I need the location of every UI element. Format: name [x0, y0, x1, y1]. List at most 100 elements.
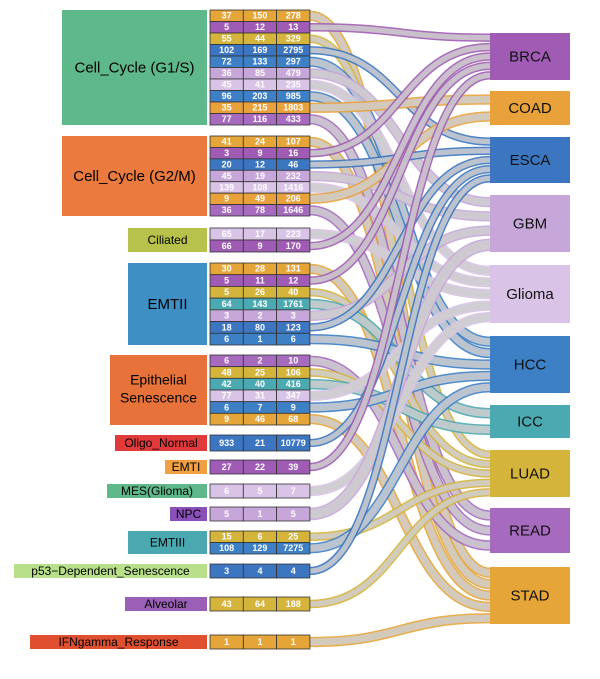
- cell-value: 139: [219, 182, 234, 192]
- cell-value: 170: [286, 241, 301, 251]
- cell-value: 15: [222, 532, 232, 542]
- cell-value: 31: [255, 391, 265, 401]
- cell-value: 7: [257, 402, 262, 412]
- cell-value: 21: [255, 438, 265, 448]
- group-label: p53−Dependent_Senescence: [31, 564, 190, 578]
- cell-value: 479: [286, 68, 301, 78]
- cell-value: 26: [255, 287, 265, 297]
- cell-value: 102: [219, 45, 234, 55]
- cell-value: 5: [224, 509, 229, 519]
- cell-value: 123: [286, 322, 301, 332]
- flow: [309, 63, 491, 284]
- cell: [276, 634, 311, 650]
- cell-value: 24: [255, 137, 265, 147]
- cell: [276, 113, 311, 126]
- flow: [309, 357, 491, 550]
- target-box: [490, 195, 570, 252]
- group-label: EMTI: [172, 460, 201, 474]
- cell-value: 150: [252, 11, 267, 21]
- cell-value: 5: [224, 22, 229, 32]
- target-label: READ: [509, 522, 551, 539]
- flow: [309, 614, 491, 646]
- cell: [276, 542, 311, 555]
- flow: [309, 172, 491, 221]
- cell-value: 80: [255, 322, 265, 332]
- cell-value: 6: [224, 402, 229, 412]
- cell-value: 7275: [283, 543, 303, 553]
- target-label: STAD: [511, 587, 550, 604]
- cell-value: 45: [222, 171, 232, 181]
- cell-value: 40: [255, 379, 265, 389]
- cell: [276, 332, 311, 346]
- cell-value: 72: [222, 57, 232, 67]
- cell-value: 85: [255, 68, 265, 78]
- cell-value: 1: [257, 334, 262, 344]
- cell-value: 55: [222, 34, 232, 44]
- cell-value: 3: [224, 566, 229, 576]
- flow: [309, 313, 491, 495]
- cell-value: 77: [222, 114, 232, 124]
- cell-value: 131: [286, 264, 301, 274]
- cell-value: 2795: [283, 45, 303, 55]
- group-box: [128, 228, 207, 252]
- cell-value: 68: [288, 414, 298, 424]
- cell: [276, 596, 311, 612]
- cell-value: 37: [222, 11, 232, 21]
- group-box: [128, 263, 207, 345]
- target-label: LUAD: [510, 465, 550, 482]
- target-box: [490, 336, 570, 393]
- target-box: [490, 508, 570, 553]
- cell-value: 49: [255, 194, 265, 204]
- cell-value: 45: [222, 80, 232, 90]
- group-label: Senescence: [120, 390, 197, 406]
- cell-value: 235: [286, 80, 301, 90]
- flow: [309, 72, 491, 470]
- cell-value: 77: [222, 391, 232, 401]
- cell-value: 36: [222, 205, 232, 215]
- cell-value: 7: [291, 486, 296, 496]
- cell-value: 329: [286, 34, 301, 44]
- cell-value: 6: [224, 356, 229, 366]
- cell-value: 3: [291, 311, 296, 321]
- cell-value: 1: [291, 637, 296, 647]
- cell-value: 133: [252, 57, 267, 67]
- cell-value: 933: [219, 438, 234, 448]
- cell-value: 36: [222, 68, 232, 78]
- group-box: [14, 564, 207, 578]
- cell-value: 2: [257, 356, 262, 366]
- cell-value: 18: [222, 322, 232, 332]
- cell-value: 12: [288, 275, 298, 285]
- cell-value: 9: [257, 148, 262, 158]
- cell-value: 42: [222, 379, 232, 389]
- group-box: [30, 635, 207, 649]
- cell-value: 297: [286, 57, 301, 67]
- group-label: Alveolar: [144, 597, 187, 611]
- flow: [309, 265, 491, 600]
- flow: [309, 53, 491, 249]
- cell-value: 223: [286, 229, 301, 239]
- cell-value: 143: [252, 299, 267, 309]
- cell-value: 1761: [283, 299, 303, 309]
- target-label: GBM: [513, 215, 547, 232]
- cell-value: 41: [255, 80, 265, 90]
- cell-value: 17: [255, 229, 265, 239]
- cell-value: 19: [255, 171, 265, 181]
- cell-value: 9: [224, 414, 229, 424]
- target-box: [490, 265, 570, 323]
- cell-value: 96: [222, 91, 232, 101]
- cell-value: 1416: [283, 182, 303, 192]
- cell-value: 215: [252, 103, 267, 113]
- cell-value: 27: [222, 462, 232, 472]
- cell-value: 1803: [283, 103, 303, 113]
- cell-value: 12: [255, 159, 265, 169]
- cell-value: 11: [255, 275, 265, 285]
- cell-value: 10779: [281, 438, 306, 448]
- cell-value: 28: [255, 264, 265, 274]
- cell-value: 107: [286, 137, 301, 147]
- cell-value: 116: [253, 114, 268, 124]
- target-box: [490, 137, 570, 183]
- group-box: [62, 136, 207, 216]
- flow: [309, 166, 491, 446]
- cell-value: 5: [224, 287, 229, 297]
